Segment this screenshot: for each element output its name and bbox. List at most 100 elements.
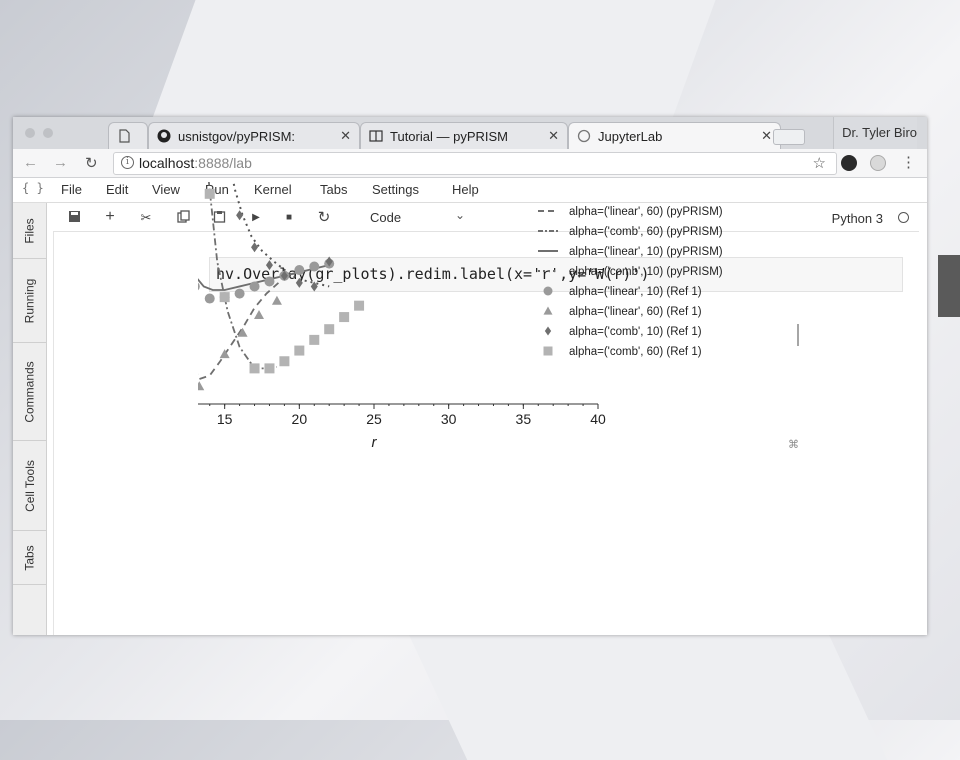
legend-marker [543,286,553,296]
profile-name[interactable]: Dr. Tyler Biro [833,117,917,149]
new-tab-button[interactable] [773,129,805,145]
holoviews-plot[interactable]: 0.20.150.10.050-0.05-0.1-0.15-0.21015202… [198,182,810,512]
close-tab-icon[interactable]: ✕ [340,128,351,143]
window-control-minimize[interactable] [43,128,53,138]
hover-icon: ⌘ [788,439,799,451]
github-icon [157,129,171,143]
data-point-circle [294,265,305,276]
legend-marker [543,346,553,356]
legend-label: alpha=('linear', 60) (pyPRISM) [569,206,723,218]
x-tick-label: 20 [292,411,308,427]
browser-tab-bar: usnistgov/pyPRISM: ✕ Tutorial — pyPRISM … [13,117,927,149]
sidebar-tab-files[interactable]: Files [13,203,46,259]
bookmark-star-icon[interactable]: ☆ [812,155,826,172]
x-tick-label: 30 [441,411,457,427]
menu-view[interactable]: View [152,182,180,197]
browser-tab-jupyterlab[interactable]: JupyterLab ✕ [568,122,781,149]
jupyter-left-sidebar: Files Running Commands Cell Tools Tabs [13,203,47,635]
plot-canvas[interactable]: 0.20.150.10.050-0.05-0.1-0.15-0.21015202… [198,182,810,512]
menu-help[interactable]: Help [452,182,479,197]
data-point-triangle [198,381,205,391]
legend-label: alpha=('comb', 10) (Ref 1) [569,326,702,338]
menu-file[interactable]: File [61,182,82,197]
menu-edit[interactable]: Edit [106,182,129,197]
sidebar-tab-commands[interactable]: Commands [13,343,46,441]
cut-icon[interactable]: ✂ [140,210,152,225]
notebook-toolbar: + ✂ ▶ ■ ↻ Code ⌄ Python 3 [53,207,919,232]
forward-arrow-icon[interactable]: → [53,154,68,171]
code-text[interactable]: hv.Overlay(gr_plots).redim.label(x='r',y… [216,265,650,283]
data-point-circle [198,282,200,291]
close-tab-icon[interactable]: ✕ [548,128,559,143]
close-tab-icon[interactable]: ✕ [761,128,772,143]
legend-label: alpha=('linear', 60) (Ref 1) [569,306,702,318]
kernel-status-icon [898,212,909,223]
data-point-circle [264,276,275,287]
data-point-triangle [254,309,265,319]
data-point-circle [204,293,215,304]
menu-kernel[interactable]: Kernel [254,182,292,197]
extension-circle-icon[interactable] [870,155,886,171]
legend-label: alpha=('linear', 10) (pyPRISM) [569,246,723,258]
kernel-name[interactable]: Python 3 [831,211,883,226]
data-point-diamond [325,256,333,267]
restart-icon[interactable]: ↻ [317,209,331,226]
data-point-square [294,345,305,356]
sidebar-tab-running[interactable]: Running [13,259,46,343]
x-tick-label: 35 [516,411,532,427]
data-point-square [309,334,320,345]
data-point-diamond [265,260,273,271]
extension-shield-icon[interactable] [841,155,857,171]
data-point-square [279,356,290,367]
data-point-square [249,363,260,374]
data-point-circle [249,281,260,292]
menu-tabs[interactable]: Tabs [320,182,348,197]
data-point-triangle [219,349,230,359]
paste-icon[interactable] [210,210,228,226]
save-icon[interactable] [65,210,83,226]
url-text: localhost:8888/lab [139,155,252,171]
back-arrow-icon[interactable]: ← [23,154,38,171]
legend-label: alpha=('comb', 60) (Ref 1) [569,346,702,358]
x-axis-label: r [372,434,378,451]
stop-icon[interactable]: ■ [285,212,293,223]
browser-tab-github[interactable]: usnistgov/pyPRISM: ✕ [148,122,360,149]
sidebar-tab-tabs[interactable]: Tabs [13,531,46,585]
browser-menu-icon[interactable]: ⋮ [901,154,916,171]
chevron-down-icon[interactable]: ⌄ [455,208,466,222]
data-point-diamond [295,277,303,288]
series-line-3 [232,182,330,288]
series-line-2 [198,264,330,291]
address-bar[interactable]: i localhost:8888/lab ☆ [113,152,837,175]
data-point-square [204,188,215,199]
tab-title: Tutorial — pyPRISM [390,128,508,144]
legend-label: alpha=('comb', 60) (pyPRISM) [569,226,723,238]
data-point-square [324,324,335,335]
data-point-square [339,312,350,323]
data-point-square [219,292,230,303]
browser-tab-tutorial[interactable]: Tutorial — pyPRISM ✕ [360,122,568,149]
reload-icon[interactable]: ↻ [85,155,98,172]
jupyter-icon [577,129,591,143]
copy-icon[interactable] [174,210,192,226]
info-icon[interactable]: i [121,156,134,169]
legend-marker [544,326,552,336]
data-point-circle [309,261,320,272]
screen-side-tab [938,255,960,317]
legend-label: alpha=('comb', 10) (pyPRISM) [569,266,723,278]
menu-settings[interactable]: Settings [372,182,419,197]
sidebar-tab-cell-tools[interactable]: Cell Tools [13,441,46,531]
series-line-1 [207,182,278,370]
jupyter-logo-icon: { } [22,181,44,195]
browser-tab-document[interactable] [108,122,148,149]
browser-window: usnistgov/pyPRISM: ✕ Tutorial — pyPRISM … [13,117,927,635]
browser-nav-bar: ← → ↻ i localhost:8888/lab ☆ ⋮ [13,149,927,178]
data-point-diamond [280,270,288,281]
cell-type-select[interactable]: Code [370,210,402,225]
tab-title: usnistgov/pyPRISM: [178,128,296,144]
window-control-close[interactable] [25,128,35,138]
run-icon[interactable]: ▶ [252,212,260,223]
x-tick-label: 25 [366,411,382,427]
data-point-triangle [237,327,248,337]
add-cell-icon[interactable]: + [105,208,115,225]
